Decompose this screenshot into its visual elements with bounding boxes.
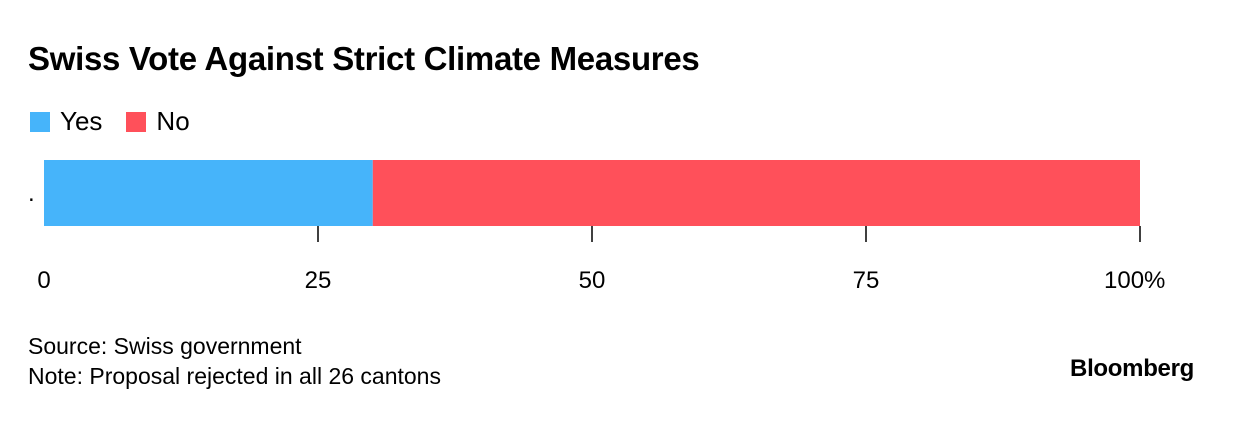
chart-title: Swiss Vote Against Strict Climate Measur… (28, 40, 700, 77)
x-tick-label-100: 100% (1104, 267, 1165, 294)
legend-label-no: No (156, 106, 190, 136)
footer: Source: Swiss government Note: Proposal … (28, 331, 441, 391)
legend-item-yes: Yes (30, 106, 102, 137)
x-tick-label-0: 0 (37, 267, 50, 294)
brand-logo: Bloomberg (1070, 355, 1194, 382)
legend-item-no: No (126, 106, 190, 137)
legend: Yes No (30, 106, 214, 137)
legend-swatch-no (126, 111, 147, 132)
bar-segment-yes (44, 160, 373, 226)
x-tick-label-50: 50 (579, 267, 606, 294)
x-tick-label-25: 25 (305, 267, 332, 294)
bar-segment-no (372, 160, 1140, 226)
category-label: . (28, 180, 35, 207)
legend-swatch-yes (30, 111, 50, 132)
legend-label-yes: Yes (60, 106, 103, 136)
x-tick-label-75: 75 (853, 267, 880, 294)
source-note: Source: Swiss government (28, 333, 302, 359)
footnote: Note: Proposal rejected in all 26 canton… (28, 363, 441, 389)
